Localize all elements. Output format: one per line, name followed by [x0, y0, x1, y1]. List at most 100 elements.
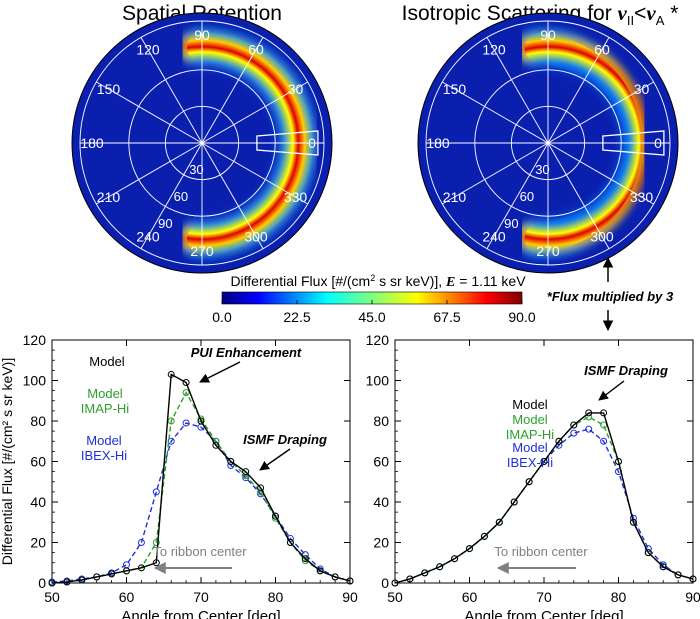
polar-angle-label: 180	[80, 135, 104, 151]
series-point-0	[48, 579, 56, 587]
grid-spoke	[486, 142, 549, 249]
polar-angle-label: 330	[630, 189, 654, 205]
x-tick-label: 60	[119, 589, 135, 605]
x-tick-label: 80	[268, 589, 284, 605]
colorbar-tick-label: 90.0	[508, 309, 535, 325]
y-tick-label: 20	[30, 535, 46, 551]
legend-entry-1-line1: Model	[87, 386, 123, 401]
grid-spoke	[96, 142, 203, 205]
series-point-0	[212, 441, 220, 449]
y-tick-label: 60	[373, 454, 389, 470]
line-left-chart: 50 60 70 80 90 0 20 40 60 80 100 120 Angle from Cent…	[0, 332, 358, 619]
series-point-0	[123, 567, 130, 575]
series-point-2	[182, 419, 190, 427]
y-tick-label: 0	[381, 575, 389, 591]
cb-label-mid: s sr keV)],	[375, 273, 446, 289]
series-point-2	[585, 425, 593, 433]
series-point-2	[123, 561, 130, 569]
series-line-2	[394, 428, 694, 584]
polar-angle-label: 300	[590, 229, 614, 245]
polar-angle-label: 330	[284, 189, 308, 205]
series-point-0	[391, 579, 399, 587]
colorbar-tick-label: 0.0	[212, 309, 232, 325]
grid-spoke	[547, 142, 654, 205]
colorbar-label: Differential Flux [#/(cm2 s sr keV)], E …	[230, 273, 526, 290]
series-point-0	[167, 370, 175, 378]
y-tick-label: 0	[38, 575, 46, 591]
series-point-0	[316, 567, 324, 575]
series-point-0	[644, 549, 652, 557]
y-tick-label: 100	[366, 373, 390, 389]
grid-spoke	[442, 81, 549, 144]
polar-radius-label: 90	[504, 216, 518, 231]
series-point-0	[495, 518, 503, 526]
grid-spoke	[140, 37, 203, 144]
cb-label-sup: 2	[370, 273, 375, 283]
series-point-0	[242, 468, 250, 476]
series-point-0	[301, 555, 309, 563]
polar-angle-label: 240	[482, 229, 506, 245]
note-flux-multiplied: *Flux multiplied by 3	[547, 289, 674, 304]
colorbar-ticks: 0.0 22.5 45.0 67.5 90.0	[212, 300, 536, 325]
x-tick-label: 90	[685, 589, 700, 605]
polar-angle-label: 120	[136, 41, 160, 57]
legend-entry-1-line2: IMAP-Hi	[81, 401, 130, 416]
polar-angle-label: 60	[594, 41, 610, 57]
polar-angle-label: 60	[248, 41, 264, 57]
colorbar-tick-label: 22.5	[283, 309, 310, 325]
legend-entry-0-line1: Model	[512, 397, 548, 412]
y-tick-label: 40	[30, 494, 46, 510]
grid-spoke	[442, 142, 549, 205]
series-point-1	[600, 421, 608, 429]
field-of-view-box	[602, 130, 665, 156]
y-tick-label: 80	[373, 413, 389, 429]
annotation-arrow-0	[199, 361, 241, 383]
series-point-0	[406, 575, 414, 583]
legend-entry-2-line1: Model	[86, 433, 122, 448]
colorbar-tick-label: 45.0	[358, 309, 385, 325]
series-line-0	[394, 412, 694, 584]
series-point-0	[689, 575, 697, 583]
series-point-2	[167, 437, 175, 445]
title-suffix: *	[664, 2, 678, 25]
polar-angle-label: 0	[654, 135, 662, 151]
polar-radius-label: 60	[174, 189, 188, 204]
series-point-0	[286, 539, 294, 546]
x-tick-label: 50	[387, 589, 403, 605]
field-of-view-box	[256, 130, 319, 156]
series-point-0	[182, 379, 190, 387]
polar-radius-label: 60	[520, 189, 534, 204]
polar-angle-label: 300	[244, 229, 268, 245]
series-point-0	[108, 570, 116, 578]
annotation-0: ISMF Draping	[584, 363, 668, 378]
series-point-2	[137, 539, 145, 546]
grid-spoke	[547, 81, 654, 144]
annotation-arrow-0	[598, 380, 625, 401]
grid-spoke	[201, 142, 264, 249]
grid-spoke	[547, 37, 610, 144]
series-point-0	[555, 437, 563, 445]
series-point-0	[436, 563, 444, 571]
y-tick-label: 40	[373, 494, 389, 510]
series-point-0	[525, 478, 533, 486]
series-point-0	[227, 458, 235, 465]
series-point-1	[152, 539, 160, 546]
x-tick-label: 50	[44, 589, 60, 605]
y-axis-label: Differential Flux [#/(cm² s sr keV)]	[0, 358, 15, 565]
line-right-chart: 50 60 70 80 90 0 20 40 60 80 100 120 Angle from Cent…	[366, 332, 700, 619]
x-tick-label: 80	[611, 589, 627, 605]
title-var1: ν	[618, 1, 628, 25]
legend-entry-1-line2: IMAP-Hi	[506, 427, 555, 442]
grid-spoke	[140, 142, 203, 249]
series-point-0	[257, 484, 265, 492]
series-line-0	[51, 373, 351, 584]
title-mid: <	[634, 2, 646, 25]
cb-label-suffix: = 1.11 keV	[455, 273, 526, 289]
series-point-0	[600, 409, 608, 417]
y-tick-label: 100	[23, 373, 47, 389]
series-point-0	[510, 498, 518, 506]
series-point-0	[137, 564, 145, 572]
